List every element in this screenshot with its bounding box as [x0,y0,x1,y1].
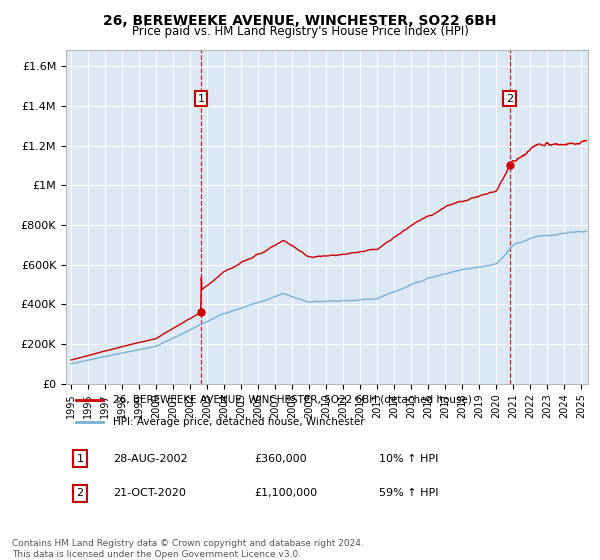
Text: 2: 2 [76,488,83,498]
Text: 1: 1 [197,94,205,104]
Text: 26, BEREWEEKE AVENUE, WINCHESTER, SO22 6BH (detached house): 26, BEREWEEKE AVENUE, WINCHESTER, SO22 6… [113,395,472,405]
Text: £360,000: £360,000 [254,454,307,464]
Text: £1,100,000: £1,100,000 [254,488,317,498]
Text: HPI: Average price, detached house, Winchester: HPI: Average price, detached house, Winc… [113,417,365,427]
Text: Contains HM Land Registry data © Crown copyright and database right 2024.
This d: Contains HM Land Registry data © Crown c… [12,539,364,559]
Text: Price paid vs. HM Land Registry's House Price Index (HPI): Price paid vs. HM Land Registry's House … [131,25,469,38]
Text: 10% ↑ HPI: 10% ↑ HPI [379,454,439,464]
Text: 26, BEREWEEKE AVENUE, WINCHESTER, SO22 6BH: 26, BEREWEEKE AVENUE, WINCHESTER, SO22 6… [103,14,497,28]
Text: 28-AUG-2002: 28-AUG-2002 [113,454,188,464]
Text: 1: 1 [76,454,83,464]
Text: 21-OCT-2020: 21-OCT-2020 [113,488,186,498]
Text: 2: 2 [506,94,514,104]
Text: 59% ↑ HPI: 59% ↑ HPI [379,488,439,498]
